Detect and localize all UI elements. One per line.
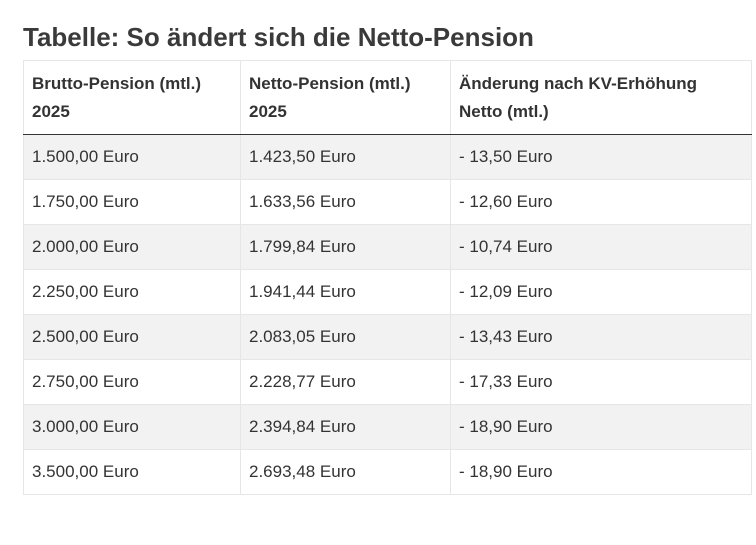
header-aenderung-line2: Netto (mtl.) <box>459 102 549 121</box>
article-content: Tabelle: So ändert sich die Netto-Pensio… <box>23 20 752 495</box>
cell-aenderung: - 13,43 Euro <box>450 314 752 360</box>
cell-netto: 2.228,77 Euro <box>240 359 451 405</box>
cell-netto: 1.941,44 Euro <box>240 269 451 315</box>
cell-aenderung: - 12,09 Euro <box>450 269 752 315</box>
cell-netto: 2.394,84 Euro <box>240 404 451 450</box>
header-netto-pension: Netto-Pension (mtl.) 2025 <box>240 60 451 135</box>
cell-brutto: 2.500,00 Euro <box>23 314 241 360</box>
header-aenderung-line1: Änderung nach KV-Erhöhung <box>459 74 697 93</box>
header-netto-line2: 2025 <box>249 102 287 121</box>
cell-aenderung: - 13,50 Euro <box>450 134 752 180</box>
cell-brutto: 3.500,00 Euro <box>23 449 241 495</box>
cell-aenderung: - 10,74 Euro <box>450 224 752 270</box>
header-brutto-line2: 2025 <box>32 102 70 121</box>
header-brutto-line1: Brutto-Pension (mtl.) <box>32 74 202 93</box>
table-title: Tabelle: So ändert sich die Netto-Pensio… <box>23 22 534 52</box>
cell-brutto: 2.750,00 Euro <box>23 359 241 405</box>
pension-table: Brutto-Pension (mtl.) 2025 Netto-Pension… <box>23 60 752 495</box>
table-header: Brutto-Pension (mtl.) 2025 Netto-Pension… <box>23 60 752 135</box>
cell-brutto: 2.000,00 Euro <box>23 224 241 270</box>
cell-aenderung: - 17,33 Euro <box>450 359 752 405</box>
cell-netto: 1.423,50 Euro <box>240 134 451 180</box>
header-netto-line1: Netto-Pension (mtl.) <box>249 74 411 93</box>
cell-brutto: 2.250,00 Euro <box>23 269 241 315</box>
cell-aenderung: - 18,90 Euro <box>450 404 752 450</box>
table-row: 2.750,00 Euro 2.228,77 Euro - 17,33 Euro <box>23 359 752 405</box>
cell-netto: 2.083,05 Euro <box>240 314 451 360</box>
table-body: 1.500,00 Euro 1.423,50 Euro - 13,50 Euro… <box>23 134 752 495</box>
table-row: 2.000,00 Euro 1.799,84 Euro - 10,74 Euro <box>23 224 752 270</box>
table-row: 2.500,00 Euro 2.083,05 Euro - 13,43 Euro <box>23 314 752 360</box>
cell-aenderung: - 18,90 Euro <box>450 449 752 495</box>
table-row: 3.500,00 Euro 2.693,48 Euro - 18,90 Euro <box>23 449 752 495</box>
header-row: Brutto-Pension (mtl.) 2025 Netto-Pension… <box>23 60 752 135</box>
cell-netto: 2.693,48 Euro <box>240 449 451 495</box>
cell-netto: 1.633,56 Euro <box>240 179 451 225</box>
header-aenderung: Änderung nach KV-Erhöhung Netto (mtl.) <box>450 60 752 135</box>
table-row: 1.500,00 Euro 1.423,50 Euro - 13,50 Euro <box>23 134 752 180</box>
cell-brutto: 1.500,00 Euro <box>23 134 241 180</box>
cell-brutto: 1.750,00 Euro <box>23 179 241 225</box>
table-row: 3.000,00 Euro 2.394,84 Euro - 18,90 Euro <box>23 404 752 450</box>
cell-aenderung: - 12,60 Euro <box>450 179 752 225</box>
table-row: 2.250,00 Euro 1.941,44 Euro - 12,09 Euro <box>23 269 752 315</box>
table-row: 1.750,00 Euro 1.633,56 Euro - 12,60 Euro <box>23 179 752 225</box>
cell-brutto: 3.000,00 Euro <box>23 404 241 450</box>
header-brutto-pension: Brutto-Pension (mtl.) 2025 <box>23 60 241 135</box>
cell-netto: 1.799,84 Euro <box>240 224 451 270</box>
